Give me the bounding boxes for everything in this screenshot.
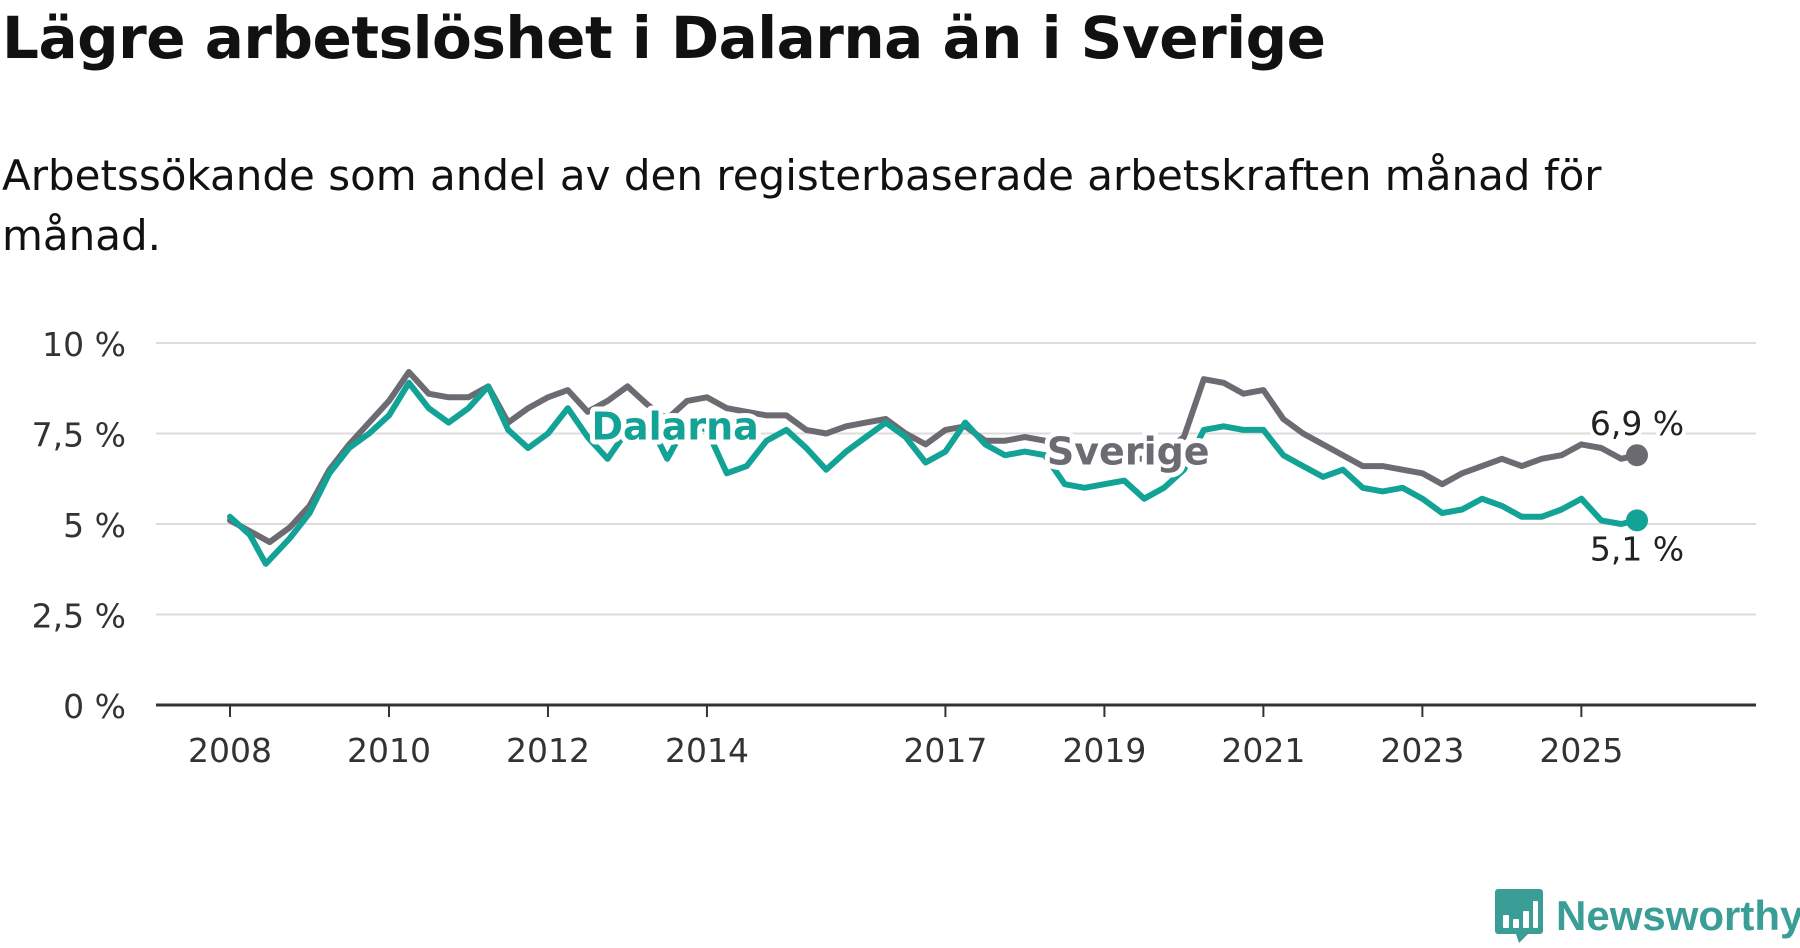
series-lines <box>227 369 1648 567</box>
y-tick-label: 7,5 % <box>32 416 126 455</box>
end-value-label-dalarna: 5,1 % <box>1590 529 1684 568</box>
series-labels: Sverige Dalarna 6,9 % 5,1 % <box>587 399 1689 572</box>
y-tick-label: 5 % <box>63 506 126 545</box>
end-value-label-sverige: 6,9 % <box>1590 404 1684 443</box>
series-label-dalarna: Dalarna <box>592 404 759 448</box>
x-tick-label: 2017 <box>903 731 987 770</box>
series-line-dalarna <box>227 379 1640 567</box>
end-point-dalarna <box>1626 509 1648 532</box>
grid-lines <box>156 342 1756 616</box>
y-tick-label: 10 % <box>42 325 126 364</box>
x-tick-label: 2021 <box>1221 731 1305 770</box>
brand-logo: Newsworthy <box>1494 886 1800 946</box>
chart-subtitle: Arbetssökande som andel av den registerb… <box>2 151 1602 260</box>
x-tick-label: 2025 <box>1539 731 1623 770</box>
y-tick-label: 2,5 % <box>32 597 126 636</box>
y-tick-label: 0 % <box>63 687 126 726</box>
x-tick-label: 2014 <box>665 731 749 770</box>
series-label-sverige: Sverige <box>1047 430 1210 474</box>
newsworthy-logo-icon <box>1495 889 1543 943</box>
x-tick-label: 2012 <box>506 731 590 770</box>
chart-title: Lägre arbetslöshet i Dalarna än i Sverig… <box>2 4 1326 72</box>
x-tick-label: 2023 <box>1380 731 1464 770</box>
x-tick-label: 2010 <box>347 731 431 770</box>
brand-name: Newsworthy <box>1556 892 1800 939</box>
series-line-sverige <box>227 369 1640 546</box>
axes: 0 % 2,5 % 5 % 7,5 % 10 % 2008 2010 2012 2014 2017… <box>32 325 1756 770</box>
end-point-sverige <box>1626 444 1648 467</box>
x-tick-label: 2019 <box>1062 731 1146 770</box>
x-tick-label: 2008 <box>188 731 272 770</box>
